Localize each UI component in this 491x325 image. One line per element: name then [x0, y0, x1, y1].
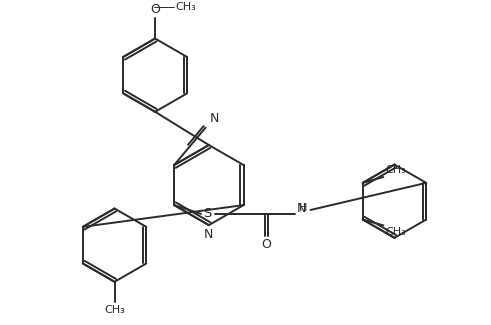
Text: CH₃: CH₃ — [385, 165, 406, 175]
Text: H: H — [299, 203, 307, 213]
Text: O: O — [150, 3, 160, 16]
Text: N: N — [204, 227, 214, 240]
Text: CH₃: CH₃ — [176, 2, 196, 12]
Text: N: N — [296, 202, 306, 214]
Text: S: S — [203, 207, 212, 220]
Text: O: O — [262, 238, 272, 251]
Text: CH₃: CH₃ — [385, 227, 406, 237]
Text: CH₃: CH₃ — [104, 305, 125, 315]
Text: N: N — [210, 112, 219, 125]
